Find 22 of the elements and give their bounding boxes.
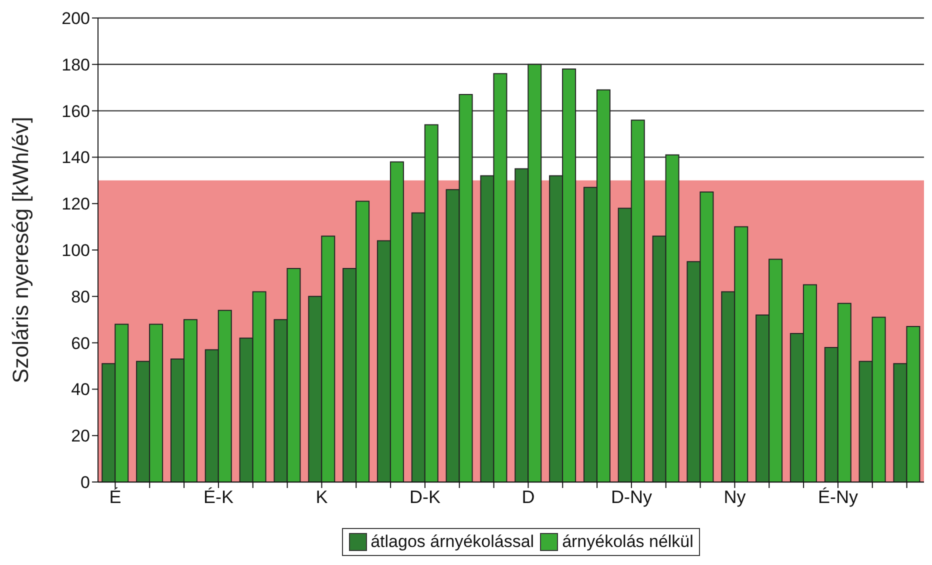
x-tick-label: É [109, 486, 122, 507]
y-axis-title: Szoláris nyereség [kWh/év] [8, 116, 33, 384]
legend-label: átlagos árnyékolással [370, 532, 534, 552]
y-tick-label: 60 [71, 334, 90, 353]
x-tick-label: É-Ny [818, 486, 858, 507]
x-tick-label: K [316, 486, 328, 507]
y-tick-label: 180 [62, 55, 90, 74]
y-tick-label: 0 [80, 473, 90, 492]
legend-label: árnyékolás nélkül [561, 532, 694, 552]
y-tick-label: 140 [62, 148, 90, 168]
y-tick-label: 40 [71, 380, 90, 400]
x-tick-label: D-Ny [610, 486, 652, 507]
y-tick-label: 100 [62, 241, 90, 260]
y-tick-label: 80 [71, 287, 90, 306]
x-tick-label: É-K [203, 486, 234, 507]
y-tick-label: 200 [62, 9, 90, 28]
x-tick-label: D-K [409, 486, 440, 507]
y-tick-label: 20 [71, 426, 90, 446]
y-tick-label: 160 [62, 102, 90, 121]
x-tick-label: D [522, 486, 535, 507]
y-tick-label: 120 [62, 194, 90, 214]
x-tick-label: Ny [724, 486, 746, 507]
